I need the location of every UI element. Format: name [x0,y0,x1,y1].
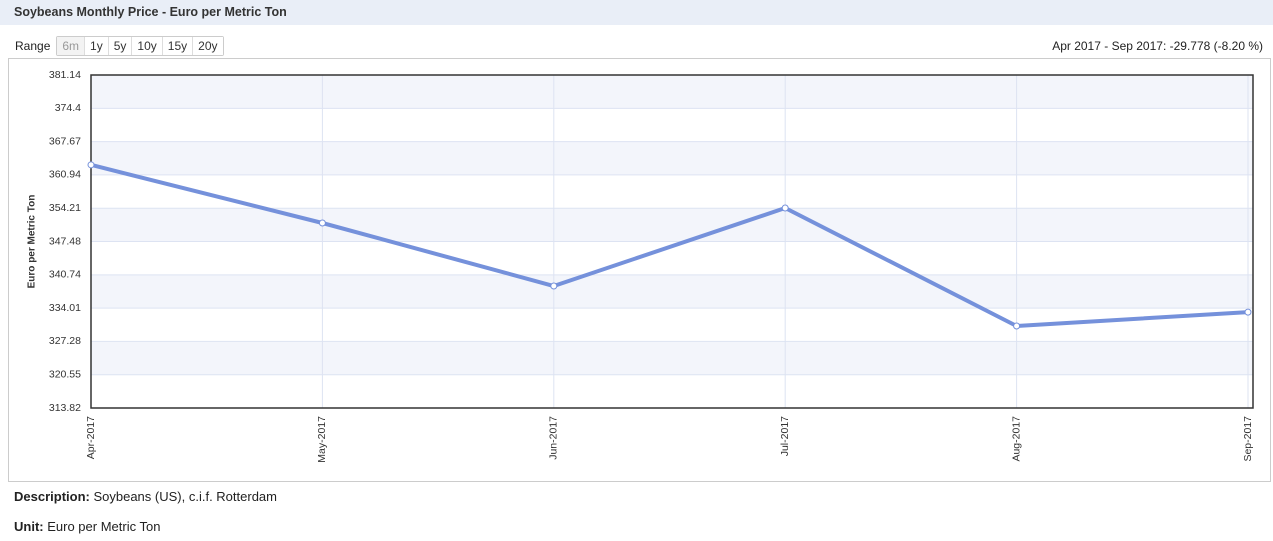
range-button[interactable]: 1y [85,37,109,55]
range-label: Range [15,39,51,53]
point [1013,322,1021,330]
point [1244,308,1252,316]
y-tick-label: 374.4 [55,102,81,114]
unit: Unit: Euro per Metric Ton [14,519,160,534]
y-tick-label: 381.14 [49,69,81,81]
header-bar: Soybeans Monthly Price - Euro per Metric… [0,0,1273,25]
x-tick-label: May-2017 [316,416,328,463]
chart-box [8,58,1271,482]
unit-text: Euro per Metric Ton [47,519,161,534]
description-label: Description: [14,489,90,504]
point [550,282,558,290]
plot-band [91,141,1253,175]
x-tick-label: Jul-2017 [779,416,791,456]
unit-label: Unit: [14,519,44,534]
range-selector: Range 6m 1y 5y 10y 15y 20y [15,36,224,56]
point [318,219,326,227]
range-button[interactable]: 5y [108,37,133,55]
plot-band [91,75,1253,109]
x-tick-label: Apr-2017 [85,416,97,459]
y-tick-label: 347.48 [49,235,81,247]
y-tick-label: 320.55 [49,368,81,380]
summary: Apr 2017 - Sep 2017: -29.778 (-8.20 %) [1052,39,1263,53]
description-text: Soybeans (US), c.i.f. Rotterdam [93,489,277,504]
y-tick-label: 334.01 [49,302,81,314]
line [90,162,1249,328]
y-tick-label: 327.28 [49,335,81,347]
x-tick-label: Aug-2017 [1010,416,1022,462]
range-buttons: 6m 1y 5y 10y 15y 20y [56,36,224,56]
y-tick-label: 313.82 [49,402,81,414]
plot-band [91,208,1253,242]
point [87,161,95,169]
x-tick-label: Sep-2017 [1242,416,1254,462]
point [781,204,789,212]
y-tick-label: 367.67 [49,135,81,147]
y-tick-label: 340.74 [49,269,81,281]
range-button[interactable]: 6m [57,37,86,55]
y-tick-label: 354.21 [49,202,81,214]
plot-band [91,341,1253,375]
x-tick-label: Jun-2017 [548,416,560,460]
header-title: Soybeans Monthly Price - Euro per Metric… [14,5,287,19]
description: Description: Soybeans (US), c.i.f. Rotte… [14,489,277,504]
range-button[interactable]: 20y [193,37,223,55]
plot-frame [90,74,1254,409]
y-tick-label: 360.94 [49,169,81,181]
plot-band [91,274,1253,309]
range-button[interactable]: 15y [162,37,194,55]
range-button[interactable]: 10y [132,37,163,55]
y-axis-label: Euro per Metric Ton [27,195,38,289]
